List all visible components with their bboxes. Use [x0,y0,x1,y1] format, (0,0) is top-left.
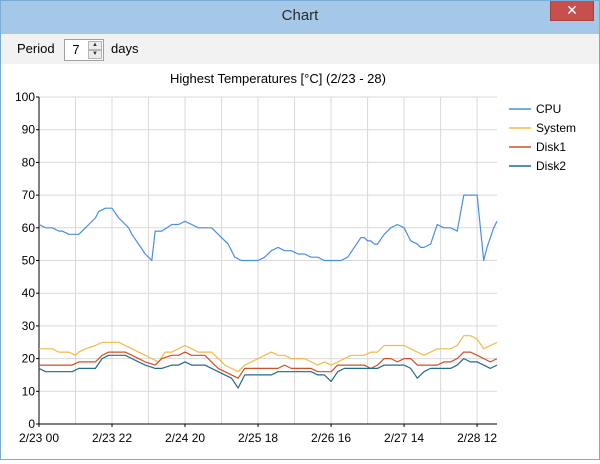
period-spinner[interactable]: 7 ▲ ▼ [64,39,104,61]
y-tick-label: 50 [22,254,36,268]
y-tick-label: 70 [22,188,36,202]
x-tick-label: 2/23 00 [19,431,59,445]
close-icon: ✕ [566,2,578,18]
temperature-chart: Highest Temperatures [°C] (2/23 - 28) 0 10… [15,71,576,445]
period-value[interactable]: 7 [72,42,80,57]
chart-area: Highest Temperatures [°C] (2/23 - 28) 0 10… [1,64,599,459]
close-button[interactable]: ✕ [550,1,594,21]
y-tick-label: 0 [28,417,35,431]
x-tick-label: 2/23 22 [92,431,132,445]
y-tick-label: 90 [22,123,36,137]
y-tick-label: 60 [22,221,36,235]
y-tick-label: 30 [22,319,36,333]
window-title: Chart [281,7,319,24]
y-tick-label: 80 [22,155,36,169]
title-bar[interactable]: Chart ✕ [1,1,599,34]
legend-label-cpu: CPU [536,102,561,116]
chart-title: Highest Temperatures [°C] (2/23 - 28) [170,71,386,86]
legend-label-disk1: Disk1 [536,140,566,154]
x-tick-label: 2/27 14 [384,431,424,445]
spin-down-icon[interactable]: ▼ [88,50,102,59]
legend-label-disk2: Disk2 [536,159,566,173]
y-tick-label: 20 [22,352,36,366]
series-line-cpu [38,194,498,262]
spinner-buttons: ▲ ▼ [88,41,102,59]
x-tick-label: 2/24 20 [165,431,205,445]
series-line-disk2 [38,354,498,389]
y-tick-label: 10 [22,384,36,398]
spin-up-icon[interactable]: ▲ [88,41,102,50]
y-tick-label: 40 [22,286,36,300]
legend-label-system: System [536,121,576,135]
x-tick-label: 2/26 16 [311,431,351,445]
x-tick-label: 2/25 18 [238,431,278,445]
series-line-disk1 [39,351,498,379]
y-tick-label: 100 [15,90,35,104]
x-tick-label: 2/28 12 [457,431,497,445]
series-line-system [39,335,498,373]
toolbar: Period 7 ▲ ▼ days [1,34,599,64]
days-label: days [111,41,139,56]
period-label: Period [17,41,55,56]
